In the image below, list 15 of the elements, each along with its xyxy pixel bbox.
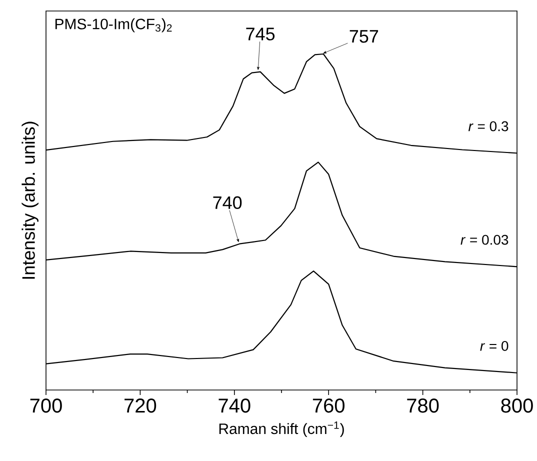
series-label: r = 0.03 bbox=[460, 234, 508, 245]
x-tick-label: 800 bbox=[501, 398, 533, 413]
annotation: 745 bbox=[246, 28, 275, 40]
x-tick-label: 780 bbox=[407, 398, 439, 413]
x-tick-label: 760 bbox=[312, 398, 345, 413]
chart-title: PMS-10-Im(CF$_{3}$)$_{2}$ bbox=[55, 18, 172, 32]
x-axis-title: Raman shift (cm$^{−1}$) bbox=[219, 422, 344, 438]
y-axis-title: Intensity (arb. units) bbox=[22, 122, 38, 279]
series-label: r = 0 bbox=[480, 341, 508, 351]
x-tick-label: 720 bbox=[124, 398, 156, 413]
x-tick-label: 700 bbox=[30, 398, 62, 413]
annotation: 740 bbox=[213, 196, 242, 210]
annotation: 757 bbox=[350, 30, 378, 43]
x-tick-label: 740 bbox=[218, 398, 250, 413]
series-label: r = 0.3 bbox=[468, 121, 508, 132]
